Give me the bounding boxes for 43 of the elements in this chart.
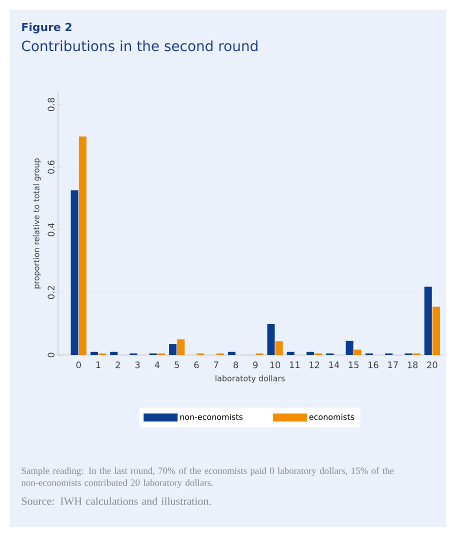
x-tick-label: 11 bbox=[290, 362, 300, 368]
bar bbox=[228, 352, 236, 355]
x-tick-label: 4 bbox=[154, 362, 160, 368]
x-tick-label: 7 bbox=[214, 362, 218, 368]
x-tick-label: 1 bbox=[96, 362, 100, 368]
bar bbox=[275, 341, 283, 355]
x-tick-label: 16 bbox=[368, 362, 378, 368]
y-tick-label: 0.6 bbox=[48, 160, 54, 174]
y-tick-label: 0.4 bbox=[48, 223, 54, 236]
chart-subtitle: Contributions in the second round bbox=[22, 40, 258, 52]
y-tick-label: 0.2 bbox=[48, 286, 54, 299]
y-tick-label: 0.8 bbox=[48, 98, 54, 112]
bar bbox=[78, 136, 86, 355]
bar bbox=[169, 344, 177, 355]
bar bbox=[424, 286, 432, 355]
bar bbox=[110, 352, 118, 355]
bar bbox=[90, 352, 98, 355]
bar bbox=[354, 350, 362, 355]
text: Sample reading: In the last round, 70% of the economists paid 0 laboratory dollars, 15% of the non-economists contributed 20 laboratory dollars. bbox=[21, 467, 394, 488]
bar bbox=[432, 306, 440, 355]
y-tick-label: 0 bbox=[48, 352, 54, 358]
x-tick-label: 20 bbox=[427, 362, 438, 368]
x-tick-label: 8 bbox=[234, 362, 238, 368]
x-tick-label: 17 bbox=[388, 362, 398, 368]
x-tick-label: 0 bbox=[76, 362, 81, 368]
x-tick-label: 18 bbox=[408, 362, 418, 368]
bar bbox=[177, 339, 185, 355]
x-tick-label: 6 bbox=[194, 362, 199, 368]
x-tick-label: 15 bbox=[348, 362, 359, 368]
x-tick-label: 14 bbox=[329, 362, 340, 368]
bar bbox=[346, 340, 354, 355]
chart-title: Figure 2 bbox=[22, 22, 72, 34]
source-note: Source: IWH calculations and illustration. bbox=[22, 497, 211, 505]
x-tick-label: 10 bbox=[270, 362, 280, 368]
x-tick-label: 9 bbox=[253, 362, 258, 368]
x-tick-label: 5 bbox=[174, 362, 179, 368]
bar bbox=[306, 352, 314, 355]
bar bbox=[267, 324, 275, 355]
bar bbox=[70, 190, 78, 355]
x-tick-label: 12 bbox=[310, 362, 320, 368]
x-tick-label: 2 bbox=[116, 362, 120, 368]
x-tick-label: 3 bbox=[135, 362, 140, 368]
bar bbox=[286, 352, 294, 355]
